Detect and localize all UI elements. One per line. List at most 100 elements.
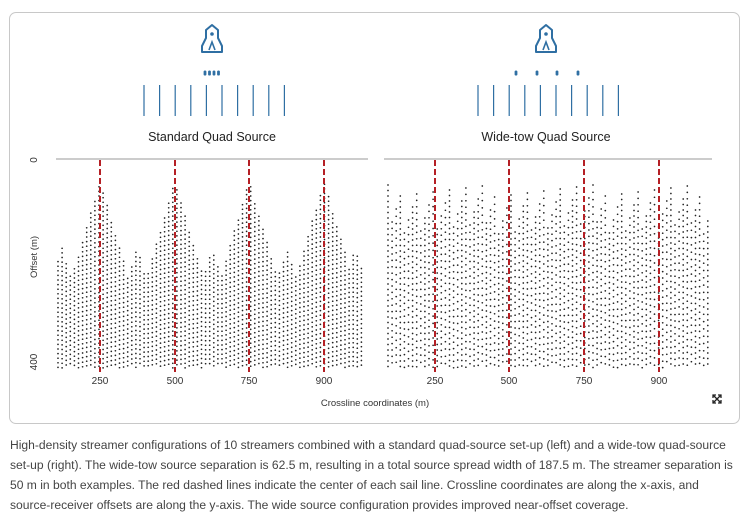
coverage-dot — [690, 258, 693, 261]
coverage-dot — [448, 310, 451, 312]
coverage-dot — [212, 295, 215, 298]
coverage-dot — [65, 276, 68, 279]
coverage-dot — [335, 253, 338, 256]
coverage-dot — [94, 320, 96, 322]
coverage-dot — [270, 304, 273, 306]
coverage-dot — [266, 329, 268, 331]
coverage-dot — [588, 318, 590, 321]
coverage-dot — [674, 236, 676, 239]
coverage-dot — [106, 269, 109, 271]
coverage-dot — [506, 338, 508, 341]
coverage-dot — [686, 204, 689, 207]
coverage-dot — [432, 271, 434, 274]
coverage-dot — [411, 222, 414, 225]
coverage-dot — [151, 281, 154, 283]
coverage-dot — [551, 258, 553, 261]
coverage-dot — [258, 353, 260, 356]
coverage-dot — [307, 304, 309, 307]
coverage-dot — [456, 322, 459, 325]
coverage-dot — [253, 207, 256, 210]
coverage-dot — [624, 242, 627, 245]
coverage-dot — [61, 339, 63, 342]
coverage-dot — [258, 298, 260, 300]
coverage-dot — [387, 288, 389, 291]
coverage-dot — [323, 229, 326, 232]
coverage-dot — [428, 280, 430, 283]
coverage-dot — [311, 220, 314, 222]
coverage-dot — [538, 318, 541, 321]
coverage-dot — [217, 325, 219, 328]
coverage-dot — [493, 276, 496, 279]
coverage-dot — [448, 332, 451, 334]
coverage-dot — [69, 321, 72, 324]
coverage-dot — [555, 223, 557, 225]
coverage-dot — [526, 294, 529, 297]
coverage-dot — [571, 336, 574, 339]
coverage-dot — [229, 295, 232, 298]
coverage-dot — [319, 364, 322, 367]
coverage-dot — [258, 256, 260, 259]
coverage-dot — [624, 287, 627, 290]
coverage-dot — [81, 306, 84, 308]
coverage-dot — [94, 219, 96, 221]
coverage-dot — [629, 260, 631, 263]
coverage-dot — [493, 291, 496, 293]
coverage-dot — [262, 338, 264, 341]
coverage-dot — [465, 366, 467, 369]
coverage-dot — [192, 276, 195, 279]
coverage-dot — [551, 297, 553, 300]
coverage-dot — [399, 299, 402, 302]
coverage-dot — [555, 201, 557, 203]
coverage-dot — [348, 287, 350, 289]
coverage-dot — [106, 301, 109, 303]
coverage-dot — [633, 319, 635, 322]
coverage-dot — [315, 296, 318, 299]
coverage-dot — [122, 352, 125, 355]
coverage-dot — [604, 355, 607, 358]
coverage-dot — [608, 248, 611, 251]
coverage-dot — [307, 346, 309, 348]
coverage-dot — [122, 274, 125, 276]
coverage-dot — [200, 284, 203, 286]
coverage-dot — [188, 314, 191, 317]
coverage-dot — [670, 231, 672, 233]
coverage-dot — [686, 281, 689, 283]
coverage-dot — [694, 214, 697, 217]
coverage-dot — [102, 238, 104, 240]
coverage-dot — [262, 279, 264, 281]
coverage-dot — [229, 341, 232, 344]
coverage-dot — [661, 353, 664, 356]
coverage-dot — [399, 288, 402, 291]
coverage-dot — [167, 239, 170, 241]
coverage-dot — [77, 320, 80, 323]
coverage-dot — [65, 267, 68, 270]
coverage-dot — [110, 336, 113, 339]
coverage-dot — [237, 246, 240, 249]
coverage-dot — [678, 306, 680, 308]
coverage-dot — [106, 278, 109, 280]
coverage-dot — [352, 328, 355, 330]
coverage-dot — [118, 247, 121, 249]
coverage-dot — [497, 310, 500, 312]
coverage-dot — [249, 199, 252, 202]
coverage-dot — [311, 275, 314, 278]
coverage-dot — [167, 229, 170, 232]
coverage-dot — [456, 278, 459, 281]
expand-icon[interactable] — [712, 394, 722, 404]
coverage-dot — [176, 340, 178, 343]
coverage-dot — [411, 310, 414, 313]
coverage-dot — [89, 221, 92, 224]
coverage-dot — [233, 243, 236, 246]
coverage-dot — [448, 343, 451, 345]
coverage-dot — [428, 357, 430, 360]
coverage-dot — [180, 349, 182, 352]
coverage-dot — [641, 250, 644, 252]
coverage-dot — [294, 299, 297, 301]
coverage-dot — [180, 307, 182, 310]
coverage-dot — [645, 308, 648, 311]
coverage-dot — [694, 297, 697, 299]
coverage-dot — [514, 275, 516, 278]
coverage-dot — [208, 358, 211, 360]
coverage-dot — [118, 348, 121, 351]
coverage-dot — [258, 339, 260, 342]
